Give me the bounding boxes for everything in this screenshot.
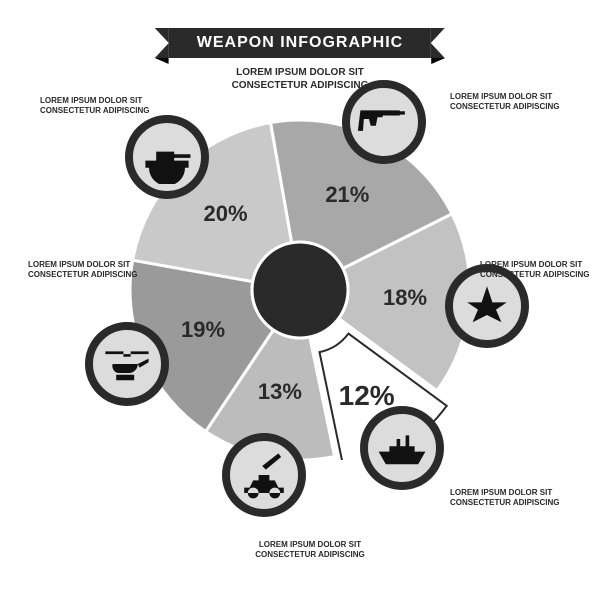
slice-caption: LOREM IPSUM DOLOR SITCONSECTETUR ADIPISC… — [450, 488, 570, 509]
pct-label: 20% — [196, 201, 256, 227]
pct-label: 13% — [250, 379, 310, 405]
title-text: WEAPON INFOGRAPHIC — [197, 34, 403, 51]
tank-icon — [125, 115, 209, 199]
subtitle-line1: LOREM IPSUM DOLOR SIT — [200, 66, 400, 79]
slice-caption: LOREM IPSUM DOLOR SITCONSECTETUR ADIPISC… — [40, 96, 160, 117]
aa-gun-icon — [222, 433, 306, 517]
warship-icon — [360, 406, 444, 490]
pistol-icon — [342, 80, 426, 164]
helicopter-icon — [85, 322, 169, 406]
slice-caption: LOREM IPSUM DOLOR SITCONSECTETUR ADIPISC… — [250, 540, 370, 561]
title-banner: WEAPON INFOGRAPHIC — [169, 28, 431, 58]
slice-caption: LOREM IPSUM DOLOR SITCONSECTETUR ADIPISC… — [28, 260, 148, 281]
pct-label: 19% — [173, 317, 233, 343]
pct-label: 21% — [317, 182, 377, 208]
pct-label: 12% — [337, 380, 397, 412]
slice-caption: LOREM IPSUM DOLOR SITCONSECTETUR ADIPISC… — [450, 92, 570, 113]
pct-label: 18% — [375, 285, 435, 311]
slice-caption: LOREM IPSUM DOLOR SITCONSECTETUR ADIPISC… — [480, 260, 600, 281]
